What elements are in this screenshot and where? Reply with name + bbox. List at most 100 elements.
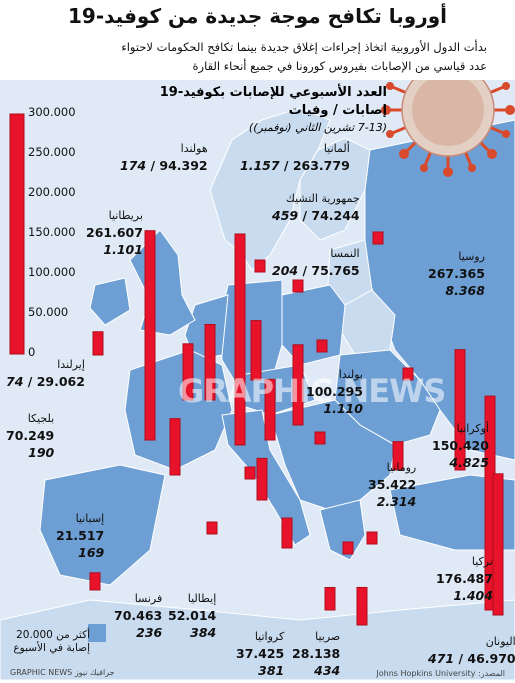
page-title: أوروبا تكافح موجة جديدة من كوفيد-19 (67, 4, 448, 28)
country-deaths: 169 (78, 545, 105, 560)
case-bar (402, 367, 414, 381)
case-bar (254, 259, 266, 273)
country-deaths: 190 (28, 445, 55, 460)
legend-period: (7-13 تشرين الثاني (نوفمبر)) (248, 121, 387, 134)
scale-tick-label: 0 (28, 345, 36, 359)
country-label: إسبانيا 21.517 169 (56, 510, 104, 561)
case-bar (392, 441, 404, 471)
ireland-land (89, 277, 131, 326)
country-label: بولندا 100.295 1.110 (306, 366, 363, 417)
country-label: صربيا 28.138 434 (292, 628, 340, 679)
country-label: النمسا 204 / 75.765 (272, 247, 360, 278)
country-name: هولندا (180, 142, 208, 155)
country-cases: 46.970 (467, 651, 515, 666)
country-deaths: 174 (120, 158, 147, 173)
country-cases: 52.014 (168, 608, 217, 623)
country-name: بلجيكا (27, 412, 55, 425)
case-bar (342, 541, 354, 555)
case-bar (372, 231, 384, 245)
country-name: اليونان (485, 635, 515, 648)
country-label: هولندا 174 / 94.392 (120, 142, 208, 173)
country-label: جمهورية التشيك 459 / 74.244 (272, 192, 360, 223)
country-label: أوكرانيا 150.420 4.825 (432, 420, 489, 471)
key-text: أكثر من 20.000 إصابة في الأسبوع (13, 629, 90, 654)
country-label: بلجيكا 70.249 190 (6, 410, 54, 461)
case-bar (144, 230, 156, 441)
case-bar (366, 531, 378, 545)
case-bar (250, 320, 262, 381)
country-label: كرواتيا 37.425 381 (236, 628, 284, 679)
country-cases: 28.138 (292, 646, 341, 661)
credit: GRAPHIC NEWS جرافيك نيوز (10, 668, 115, 677)
case-bar (204, 323, 216, 401)
country-cases: 29.062 (36, 374, 85, 389)
case-bar (234, 233, 246, 446)
scale-bar (9, 113, 25, 355)
scale-tick-label: 250.000 (28, 145, 76, 159)
country-name: النمسا (330, 247, 360, 260)
key-swatch (88, 624, 106, 642)
country-deaths: 2.314 (376, 494, 417, 509)
country-cases: 150.420 (432, 438, 489, 453)
case-bar (324, 586, 336, 611)
country-deaths: 459 (272, 208, 299, 223)
country-label: ألمانيا 1.157 / 263.779 (240, 142, 350, 173)
case-bar (92, 331, 104, 356)
case-bar (169, 418, 181, 476)
greece-land (319, 499, 366, 561)
country-name: إسبانيا (75, 512, 105, 525)
case-bar (356, 586, 368, 626)
case-bar (492, 473, 504, 616)
watermark: GRAPHIC NEWS (178, 372, 446, 410)
country-label: إيطاليا 52.014 384 (168, 590, 216, 641)
country-name: بريطانيا (108, 209, 143, 222)
country-label: روسيا 267.365 8.368 (428, 248, 485, 299)
subtitle: بدأت الدول الأوروبية اتخاذ إجراءات إغلاق… (121, 40, 487, 73)
finland (299, 137, 371, 241)
country-deaths: 1.404 (453, 588, 493, 603)
country-name: إيطاليا (187, 592, 217, 605)
country-cases: 70.249 (6, 428, 55, 443)
country-label: تركيا 176.487 1.404 (436, 553, 493, 604)
country-name: إيرلندا (57, 358, 85, 371)
country-name: فرنسا (134, 592, 163, 605)
country-cases: 267.365 (428, 266, 485, 281)
russia-land (364, 119, 515, 461)
country-name: صربيا (315, 630, 341, 643)
country-deaths: 1.110 (323, 401, 363, 416)
country-name: كرواتيا (254, 630, 285, 643)
country-deaths: 381 (258, 663, 285, 678)
country-cases: 263.779 (292, 158, 350, 173)
north-africa (0, 599, 515, 680)
case-bar (281, 517, 293, 549)
country-name: روسيا (458, 250, 485, 263)
case-bar (206, 521, 218, 535)
country-cases: 176.487 (436, 571, 493, 586)
case-bars (89, 230, 504, 626)
country-cases: 75.765 (311, 263, 360, 278)
country-label: رومانيا 35.422 2.314 (368, 459, 416, 510)
scale-tick-label: 200.000 (28, 185, 76, 199)
scale-tick-label: 300.000 (28, 105, 76, 119)
europe-map (0, 80, 515, 680)
country-label: اليونان 471 / 46.970 (428, 635, 515, 666)
country-deaths: 8.368 (445, 283, 485, 298)
case-bar (182, 343, 194, 401)
case-bar (314, 431, 326, 445)
country-deaths: 471 (428, 651, 455, 666)
country-deaths: 1.101 (103, 242, 143, 257)
turkey-land (389, 474, 515, 551)
country-name: رومانيا (386, 461, 417, 474)
country-name: جمهورية التشيك (285, 192, 360, 205)
country-cases: 100.295 (306, 384, 363, 399)
poland-land (281, 284, 346, 366)
country-deaths: 384 (190, 625, 217, 640)
case-bar (244, 466, 256, 480)
country-deaths: 434 (314, 663, 341, 678)
scale-tick-label: 150.000 (28, 225, 76, 239)
country-deaths: 74 (6, 374, 24, 389)
legend-heading: العدد الأسبوعي للإصابات بكوفيد-19 (159, 85, 387, 100)
case-bar (316, 339, 328, 353)
country-name: بولندا (338, 368, 363, 381)
country-deaths: 1.157 (240, 158, 280, 173)
